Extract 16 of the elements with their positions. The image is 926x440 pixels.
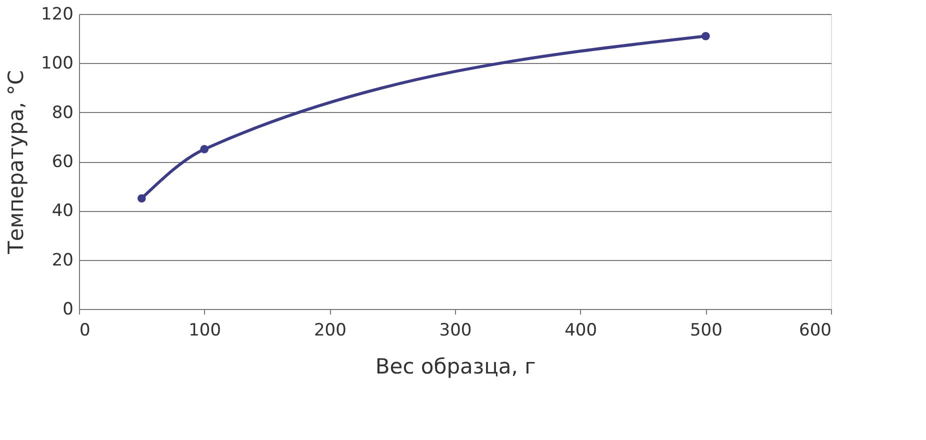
- x-tick-label: 0: [80, 320, 90, 340]
- x-tick-label: 100: [188, 320, 222, 340]
- x-tick-label: 400: [564, 320, 598, 340]
- y-axis-title: Температура, °С: [4, 70, 28, 255]
- x-tick-label: 300: [439, 320, 472, 340]
- y-tick-label: 20: [52, 250, 74, 270]
- x-tick-label: 500: [690, 320, 722, 340]
- x-tick-label: 600: [799, 320, 832, 340]
- x-tick-label: 200: [314, 320, 346, 340]
- y-tick-label: 80: [52, 102, 74, 123]
- y-tick-label: 120: [41, 4, 74, 24]
- y-tick-label: 60: [52, 152, 74, 172]
- x-axis-title: Вес образца, г: [375, 354, 536, 378]
- y-tick-label: 100: [41, 54, 74, 74]
- y-tick-label: 0: [62, 300, 74, 320]
- y-tick-label: 40: [52, 201, 74, 222]
